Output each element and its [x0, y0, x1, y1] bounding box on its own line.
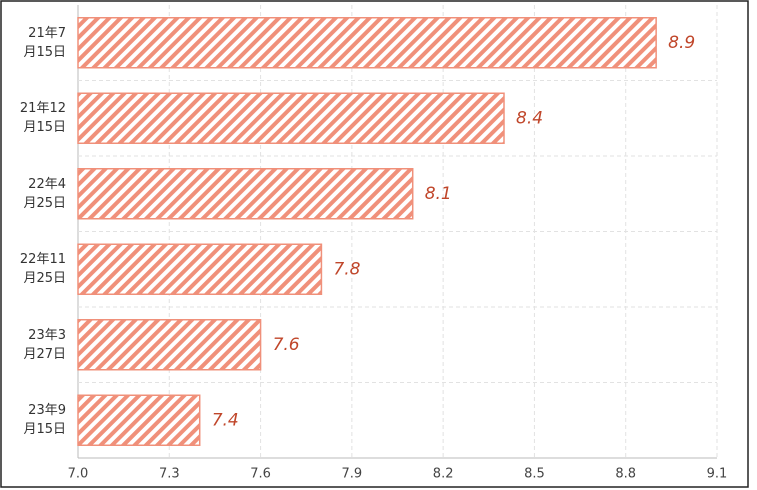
- x-tick-label: 7.6: [250, 467, 271, 482]
- y-tick-label: 22年11 月25日: [19, 252, 66, 287]
- bar: [77, 243, 323, 295]
- x-tick-label: 7.3: [159, 467, 180, 482]
- x-tick-label: 7.9: [342, 467, 363, 482]
- y-tick-label: 21年7 月15日: [23, 25, 66, 60]
- bar: [77, 168, 414, 220]
- value-label: 8.1: [425, 184, 452, 204]
- bar: [77, 394, 201, 446]
- value-label: 8.4: [516, 108, 543, 128]
- y-tick-label: 23年3 月27日: [23, 327, 66, 362]
- bar: [77, 17, 657, 69]
- x-tick-label: 8.5: [524, 467, 545, 482]
- value-label: 7.6: [273, 335, 300, 355]
- x-tick-label: 9.1: [707, 467, 728, 482]
- value-label: 8.9: [668, 33, 695, 53]
- x-tick-label: 7.0: [68, 467, 89, 482]
- bar: [77, 92, 505, 144]
- value-label: 7.4: [212, 410, 239, 430]
- x-tick-label: 8.8: [615, 467, 636, 482]
- y-tick-label: 23年9 月15日: [23, 403, 66, 438]
- bar: [77, 319, 262, 371]
- x-tick-label: 8.2: [433, 467, 454, 482]
- y-tick-label: 22年4 月25日: [23, 176, 66, 211]
- y-tick-label: 21年12 月15日: [19, 101, 66, 136]
- value-label: 7.8: [333, 259, 360, 279]
